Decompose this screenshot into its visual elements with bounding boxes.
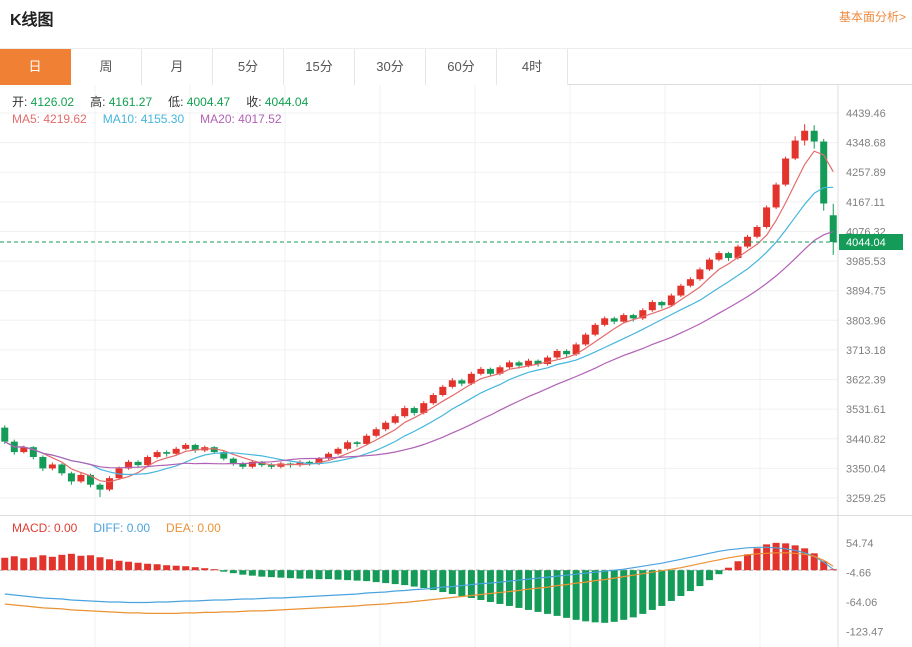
svg-text:3350.04: 3350.04 — [846, 463, 886, 475]
candles — [1, 124, 837, 498]
main-y-axis-labels: 4439.464348.684257.894167.114076.323985.… — [846, 108, 886, 505]
ma5-value: MA5: 4219.62 — [12, 112, 87, 126]
page-title: K线图 — [10, 12, 54, 29]
tab-5min[interactable]: 5分 — [213, 49, 284, 85]
svg-text:3531.61: 3531.61 — [846, 404, 886, 416]
tab-60min[interactable]: 60分 — [426, 49, 497, 85]
tab-month[interactable]: 月 — [142, 49, 213, 85]
svg-text:4167.11: 4167.11 — [846, 197, 885, 209]
main-chart-svg: 4439.464348.684257.894167.114076.323985.… — [0, 85, 903, 515]
tab-4hour[interactable]: 4时 — [497, 49, 568, 85]
close-value: 收: 4044.04 — [246, 95, 309, 109]
macd-panel[interactable]: MACD: 0.00 DIFF: 0.00 DEA: 0.00 54.74 -4.66… — [0, 515, 912, 647]
low-value: 低: 4004.47 — [168, 95, 231, 109]
main-grid — [0, 85, 838, 515]
macd-lines — [4, 546, 834, 615]
svg-text:3713.18: 3713.18 — [846, 345, 886, 357]
fundamental-analysis-link[interactable]: 基本面分析> — [838, 10, 906, 24]
ma-info: MA5: 4219.62 MA10: 4155.30 MA20: 4017.52 — [12, 112, 298, 126]
svg-text:3440.82: 3440.82 — [846, 434, 886, 446]
svg-text:3622.39: 3622.39 — [846, 375, 886, 387]
svg-text:3894.75: 3894.75 — [846, 286, 886, 298]
svg-text:4439.46: 4439.46 — [846, 108, 886, 120]
ohlc-info: 开: 4126.02 高: 4161.27 低: 4004.47 收: 4044.04 — [12, 93, 324, 110]
current-price-tag: 4044.04 — [839, 233, 903, 250]
macd-chart-svg: 54.74 -4.66 -64.06 -123.47 — [0, 516, 883, 647]
dea-value: DEA: 0.00 — [166, 521, 221, 535]
svg-text:-4.66: -4.66 — [846, 568, 871, 580]
svg-text:4044.04: 4044.04 — [846, 237, 886, 249]
tab-week[interactable]: 周 — [71, 49, 142, 85]
svg-text:-64.06: -64.06 — [846, 597, 877, 609]
tab-30min[interactable]: 30分 — [355, 49, 426, 85]
svg-text:4348.68: 4348.68 — [846, 138, 886, 150]
ma-lines — [4, 150, 834, 483]
ma10-value: MA10: 4155.30 — [102, 112, 185, 126]
svg-text:-123.47: -123.47 — [846, 627, 883, 639]
macd-value: MACD: 0.00 — [12, 521, 78, 535]
period-tabs: 日周月 5分 15分 30分 60分 4时 — [0, 48, 912, 85]
macd-histogram — [1, 542, 837, 623]
ma20-value: MA20: 4017.52 — [200, 112, 282, 126]
svg-text:4257.89: 4257.89 — [846, 167, 886, 179]
tab-15min[interactable]: 15分 — [284, 49, 355, 85]
svg-text:3803.96: 3803.96 — [846, 315, 886, 327]
open-value: 开: 4126.02 — [12, 95, 75, 109]
svg-text:54.74: 54.74 — [846, 538, 874, 550]
high-value: 高: 4161.27 — [90, 95, 153, 109]
diff-value: DIFF: 0.00 — [93, 521, 151, 535]
macd-y-axis-labels: 54.74 -4.66 -64.06 -123.47 — [846, 538, 883, 639]
svg-text:3259.25: 3259.25 — [846, 493, 886, 505]
tab-day[interactable]: 日 — [0, 49, 71, 85]
svg-text:3985.53: 3985.53 — [846, 256, 886, 268]
header: K线图 基本面分析> — [0, 0, 912, 42]
macd-info: MACD: 0.00 DIFF: 0.00 DEA: 0.00 — [12, 521, 237, 535]
main-candlestick-chart[interactable]: 开: 4126.02 高: 4161.27 低: 4004.47 收: 4044.04… — [0, 85, 912, 515]
